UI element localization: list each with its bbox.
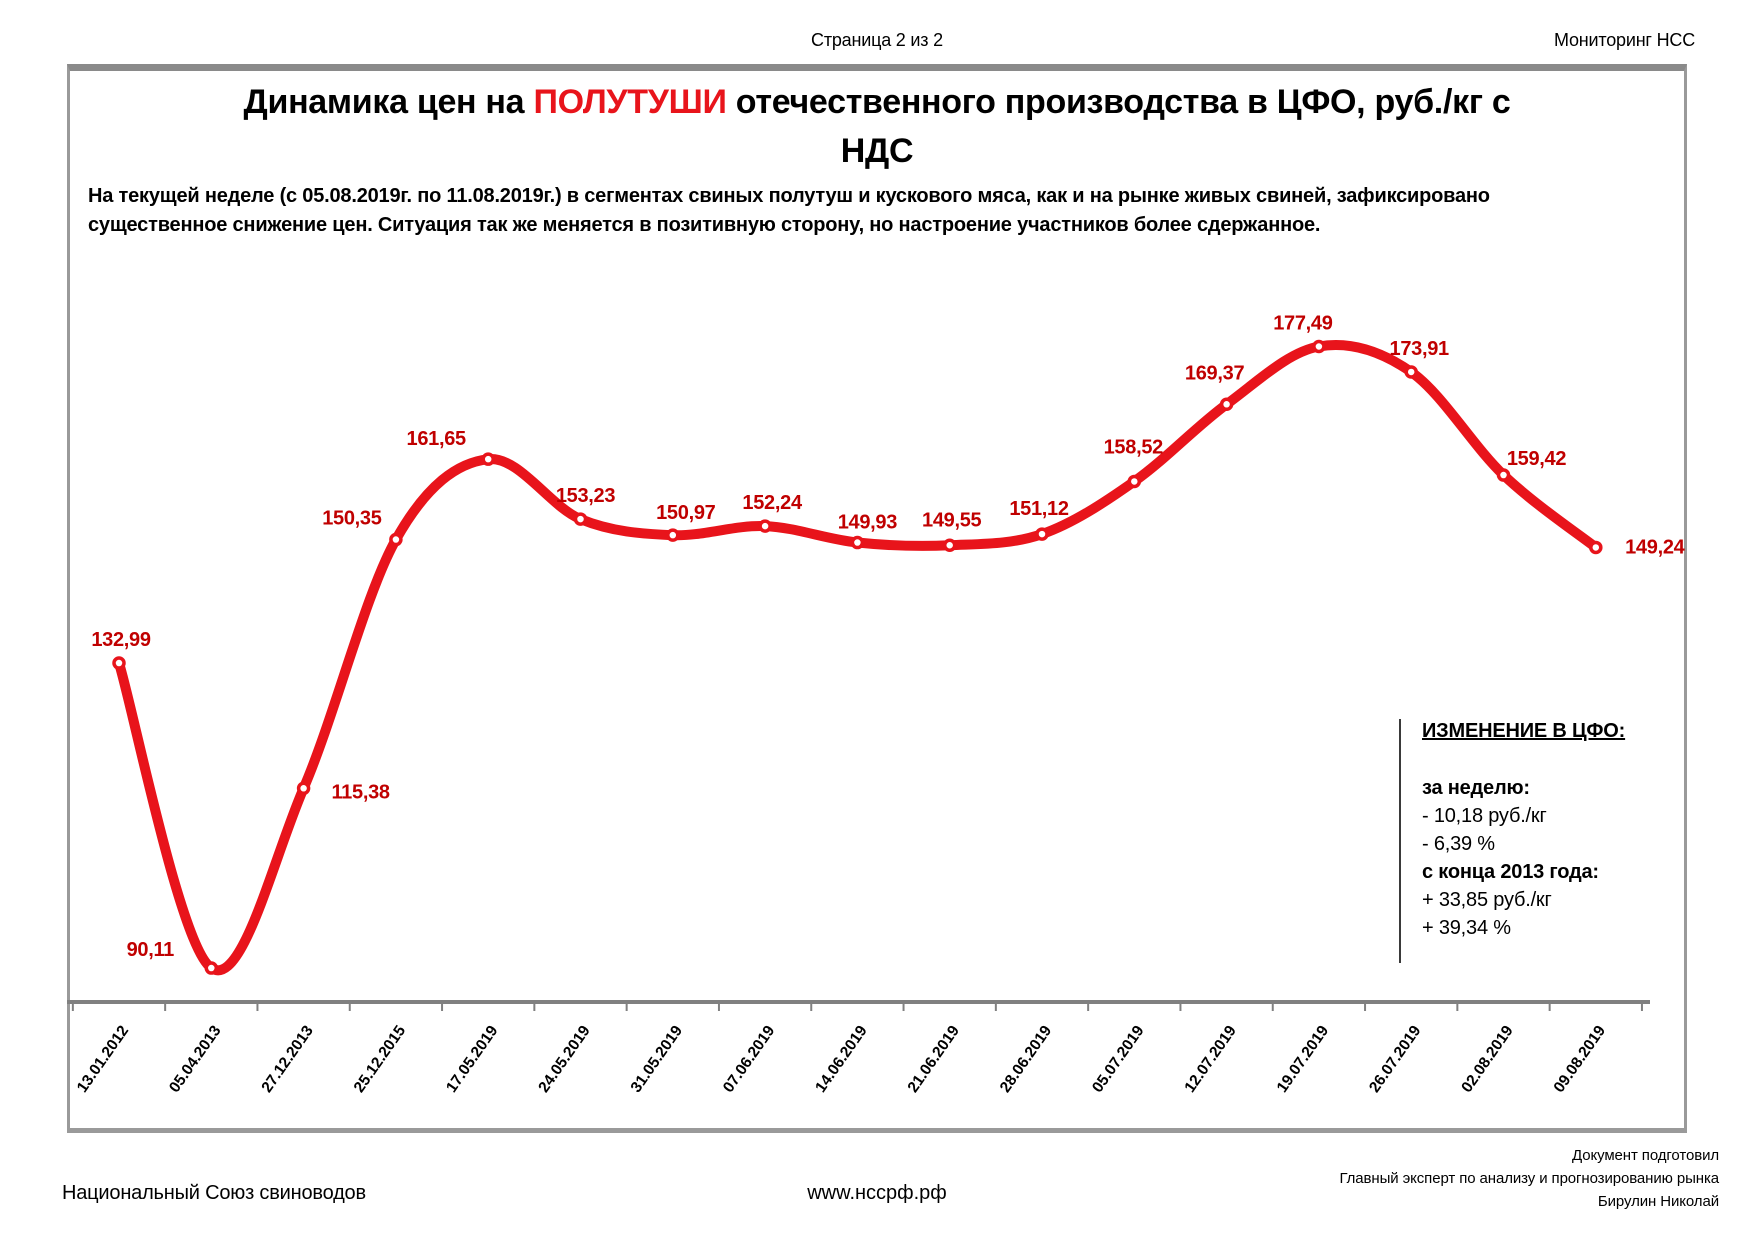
data-point-marker	[481, 452, 495, 466]
data-point-marker	[1127, 474, 1142, 489]
x-axis-label: 28.06.2019	[997, 1022, 1056, 1096]
data-point-marker	[573, 512, 588, 526]
footer-website: www.нссрф.рф	[807, 1182, 947, 1204]
data-point-marker	[942, 538, 957, 553]
data-point-label: 159,42	[1507, 448, 1567, 470]
data-point-label: 152,24	[742, 492, 803, 514]
chart-title-prefix: Динамика цен на	[243, 83, 534, 121]
chart-frame: Динамика цен на ПОЛУТУШИ отечественного …	[67, 64, 1687, 1133]
info-since-rub: + 33,85 руб./кг	[1422, 889, 1552, 911]
footer-author-line2: Главный эксперт по анализу и прогнозиров…	[1339, 1170, 1719, 1187]
data-point-marker	[204, 961, 219, 975]
info-box-divider	[1399, 719, 1401, 963]
info-since-pct: + 39,34 %	[1422, 917, 1511, 939]
chart-title: Динамика цен на ПОЛУТУШИ отечественного …	[67, 78, 1687, 176]
chart-title-line2: НДС	[840, 132, 914, 170]
x-axis-label: 25.12.2015	[351, 1022, 410, 1096]
price-line	[114, 340, 1601, 976]
data-point-marker	[850, 535, 865, 550]
data-point-label: 150,97	[656, 502, 716, 524]
data-point-marker	[296, 781, 311, 796]
data-point-marker	[389, 532, 403, 547]
price-line-chart: 13.01.2012 05.04.2013 27.12.2013 25.12.2015…	[67, 313, 1686, 1096]
x-axis-label: 27.12.2013	[258, 1022, 317, 1096]
data-point-label: 90,11	[127, 939, 175, 961]
data-point-marker	[666, 528, 680, 542]
x-axis-label: 12.07.2019	[1181, 1022, 1240, 1096]
footer-author-block: Документ подготовил Главный эксперт по а…	[1339, 1144, 1719, 1213]
chart-subtitle: На текущей неделе (с 05.08.2019г. по 11.…	[88, 182, 1648, 240]
x-axis-label: 05.04.2013	[166, 1022, 225, 1096]
data-point-label: 169,37	[1185, 362, 1245, 384]
data-point-marker	[1589, 540, 1603, 555]
data-point-label: 177,49	[1273, 313, 1333, 335]
chart-subtitle-line2: существенное снижение цен. Ситуация так …	[88, 214, 1321, 236]
x-axis-label: 02.08.2019	[1458, 1022, 1517, 1096]
chart-layer: Динамика цен на ПОЛУТУШИ отечественного …	[67, 64, 1687, 1133]
x-axis-label: 09.08.2019	[1551, 1022, 1610, 1096]
info-week-label: за неделю:	[1422, 777, 1530, 799]
chart-title-highlight: ПОЛУТУШИ	[533, 83, 727, 121]
data-point-label: 153,23	[556, 485, 616, 507]
data-point-marker	[758, 519, 772, 533]
page-number: Страница 2 из 2	[811, 30, 943, 50]
data-point-label: 173,91	[1390, 338, 1450, 360]
x-axis-label: 17.05.2019	[443, 1022, 502, 1096]
info-week-rub: - 10,18 руб./кг	[1422, 805, 1547, 827]
footer-author-line1: Документ подготовил	[1572, 1147, 1719, 1164]
footer-author-line3: Бирулин Николай	[1597, 1193, 1719, 1210]
x-axis-label: 13.01.2012	[74, 1023, 132, 1096]
x-axis-label: 05.07.2019	[1089, 1022, 1148, 1096]
x-axis-label: 24.05.2019	[535, 1022, 594, 1096]
footer-organization: Национальный Союз свиноводов	[62, 1182, 366, 1204]
info-box: ИЗМЕНЕНИЕ В ЦФО: за неделю: - 10,18 руб.…	[1422, 720, 1625, 942]
data-point-marker	[1035, 527, 1049, 541]
data-point-marker	[1312, 339, 1326, 354]
data-point-marker	[1404, 365, 1418, 379]
data-point-label: 115,38	[331, 781, 389, 803]
data-point-label: 149,93	[838, 512, 898, 534]
data-point-label: 150,35	[322, 508, 382, 530]
x-axis-label: 26.07.2019	[1366, 1022, 1425, 1096]
chart-title-suffix: отечественного производства в ЦФО, руб./…	[726, 83, 1511, 121]
x-axis-label: 21.06.2019	[905, 1022, 964, 1096]
x-axis-label: 19.07.2019	[1274, 1022, 1333, 1096]
data-point-label: 149,24	[1625, 536, 1686, 558]
info-since-label: с конца 2013 года:	[1422, 861, 1599, 883]
x-axis-label: 14.06.2019	[812, 1022, 871, 1096]
data-point-label: 149,55	[922, 509, 982, 531]
data-point-label: 132,99	[91, 629, 151, 651]
chart-subtitle-line1: На текущей неделе (с 05.08.2019г. по 11.…	[88, 185, 1490, 207]
x-axis-label: 07.06.2019	[720, 1022, 779, 1096]
document-brand: Мониторинг НСС	[1553, 30, 1695, 50]
data-point-marker	[1219, 397, 1234, 412]
data-point-label: 158,52	[1104, 436, 1164, 458]
info-box-title: ИЗМЕНЕНИЕ В ЦФО:	[1422, 720, 1626, 742]
info-week-pct: - 6,39 %	[1422, 833, 1495, 855]
data-point-marker	[112, 656, 126, 670]
data-point-label: 161,65	[407, 428, 467, 450]
x-axis-label: 31.05.2019	[628, 1022, 687, 1096]
data-point-label: 151,12	[1009, 498, 1069, 520]
data-point-marker	[1496, 468, 1511, 482]
